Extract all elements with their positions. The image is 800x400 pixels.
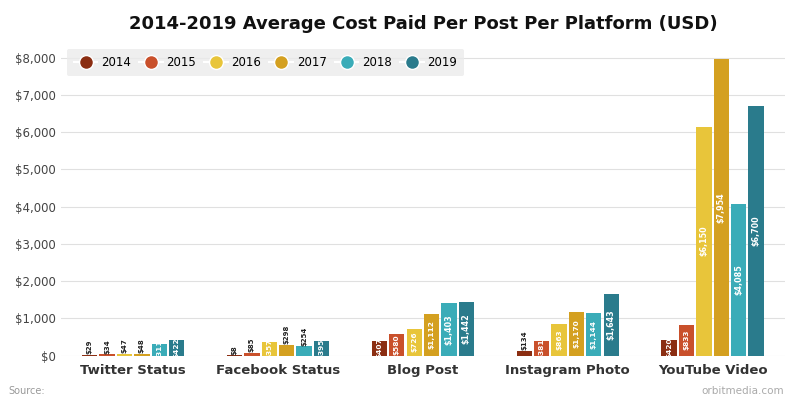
Text: $254: $254 [301,326,307,346]
Text: $1,112: $1,112 [429,320,434,350]
Bar [603,294,619,356]
Text: $311: $311 [156,340,162,360]
Bar [372,340,387,356]
Bar [134,354,150,356]
Text: orbitmedia.com: orbitmedia.com [702,386,784,396]
Text: $298: $298 [284,325,290,344]
Bar [696,127,711,356]
Bar [569,312,584,356]
Text: $7,954: $7,954 [717,192,726,223]
Text: Source:: Source: [8,386,45,396]
Bar [117,354,132,356]
Text: $29: $29 [86,340,93,354]
Text: $1,144: $1,144 [590,320,597,349]
Bar [586,313,602,356]
Text: $395: $395 [318,338,325,358]
Text: $407: $407 [377,338,382,358]
Text: $726: $726 [411,332,417,352]
Text: $47: $47 [122,339,127,353]
Bar [82,354,98,356]
Text: $1,403: $1,403 [445,314,454,345]
Text: $4,085: $4,085 [734,264,743,295]
Text: $1,643: $1,643 [606,310,616,340]
Text: $8: $8 [231,345,238,355]
Text: $580: $580 [394,334,400,355]
Text: $1,442: $1,442 [462,314,471,344]
Title: 2014-2019 Average Cost Paid Per Post Per Platform (USD): 2014-2019 Average Cost Paid Per Post Per… [129,15,717,33]
Bar [442,304,457,356]
Bar [169,340,184,356]
Bar [714,60,729,356]
Text: $85: $85 [249,338,255,352]
Bar [534,342,550,356]
Text: $357: $357 [266,339,272,359]
Bar [151,344,167,356]
Text: $420: $420 [666,338,672,358]
Bar [517,351,532,356]
Bar [731,204,746,356]
Bar [406,329,422,356]
Bar [297,346,312,356]
Bar [424,314,439,356]
Bar [662,340,677,356]
Text: $863: $863 [556,329,562,350]
Bar [244,352,259,356]
Bar [551,324,566,356]
Text: $48: $48 [139,338,145,353]
Legend: 2014, 2015, 2016, 2017, 2018, 2019: 2014, 2015, 2016, 2017, 2018, 2019 [66,49,464,76]
Bar [679,325,694,356]
Bar [99,354,114,356]
Bar [314,341,329,356]
Text: $6,150: $6,150 [699,226,708,256]
Bar [748,106,764,356]
Text: $833: $833 [683,330,690,350]
Bar [389,334,405,356]
Bar [458,302,474,356]
Bar [279,344,294,356]
Text: $1,170: $1,170 [574,320,579,348]
Text: $381: $381 [538,338,545,359]
Text: $6,700: $6,700 [751,216,761,246]
Text: $422: $422 [174,338,180,358]
Text: $34: $34 [104,339,110,354]
Bar [262,342,277,356]
Text: $134: $134 [522,330,527,350]
